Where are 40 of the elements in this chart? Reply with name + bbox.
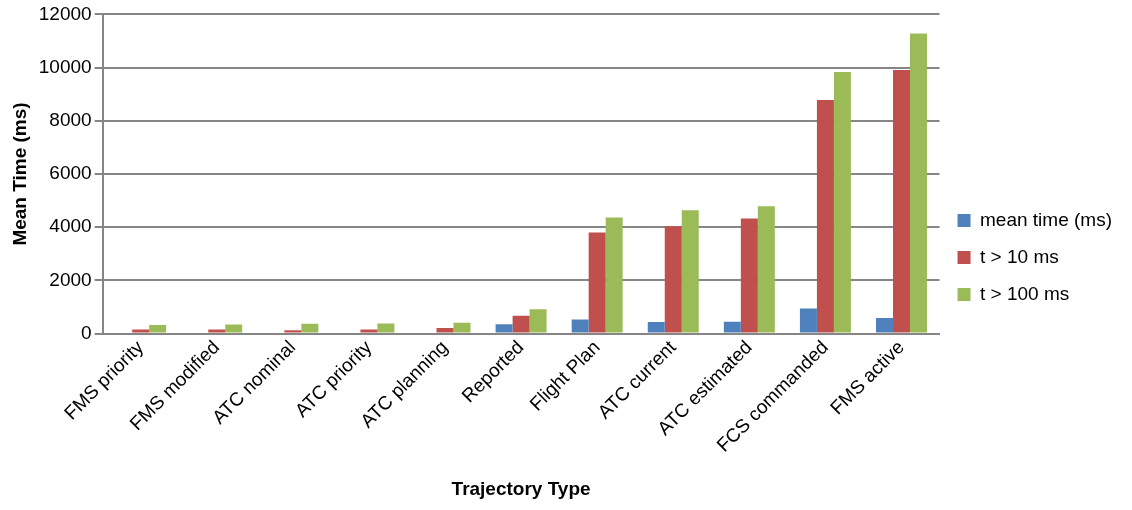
bar [893,69,910,333]
y-tick-label: 10000 [38,55,92,77]
bar [876,318,893,333]
bar [225,324,243,333]
bar [833,72,851,333]
bar [377,323,395,333]
bar [360,329,378,333]
bar [723,321,741,333]
y-tick-label: 6000 [49,162,92,184]
bar [605,217,623,333]
legend-label: t > 10 ms [980,245,1059,267]
bar [512,315,530,333]
bar [208,329,226,333]
y-tick-label: 2000 [49,268,92,290]
legend-label: t > 100 ms [980,282,1070,304]
bar [453,322,471,333]
bar [799,308,817,333]
legend-label: mean time (ms) [980,208,1113,230]
bar [740,218,758,333]
y-tick-label: 0 [81,321,92,343]
y-axis-title: Mean Time (ms) [8,102,30,246]
bar [436,327,454,333]
bar [588,232,606,333]
bar [149,325,167,333]
bar [495,324,513,333]
bar [647,322,665,333]
y-tick-label: 12000 [38,2,92,24]
bar [301,323,319,333]
bar [909,33,927,333]
y-tick-label: 4000 [49,215,92,237]
bar [757,206,775,333]
bar [571,319,589,333]
bar [681,210,699,333]
y-tick-label: 8000 [49,109,92,131]
bar [529,309,547,333]
bar [132,329,150,333]
bar [284,330,302,333]
bar [664,226,682,333]
bar [816,100,834,333]
x-axis-title: Trajectory Type [451,477,591,499]
